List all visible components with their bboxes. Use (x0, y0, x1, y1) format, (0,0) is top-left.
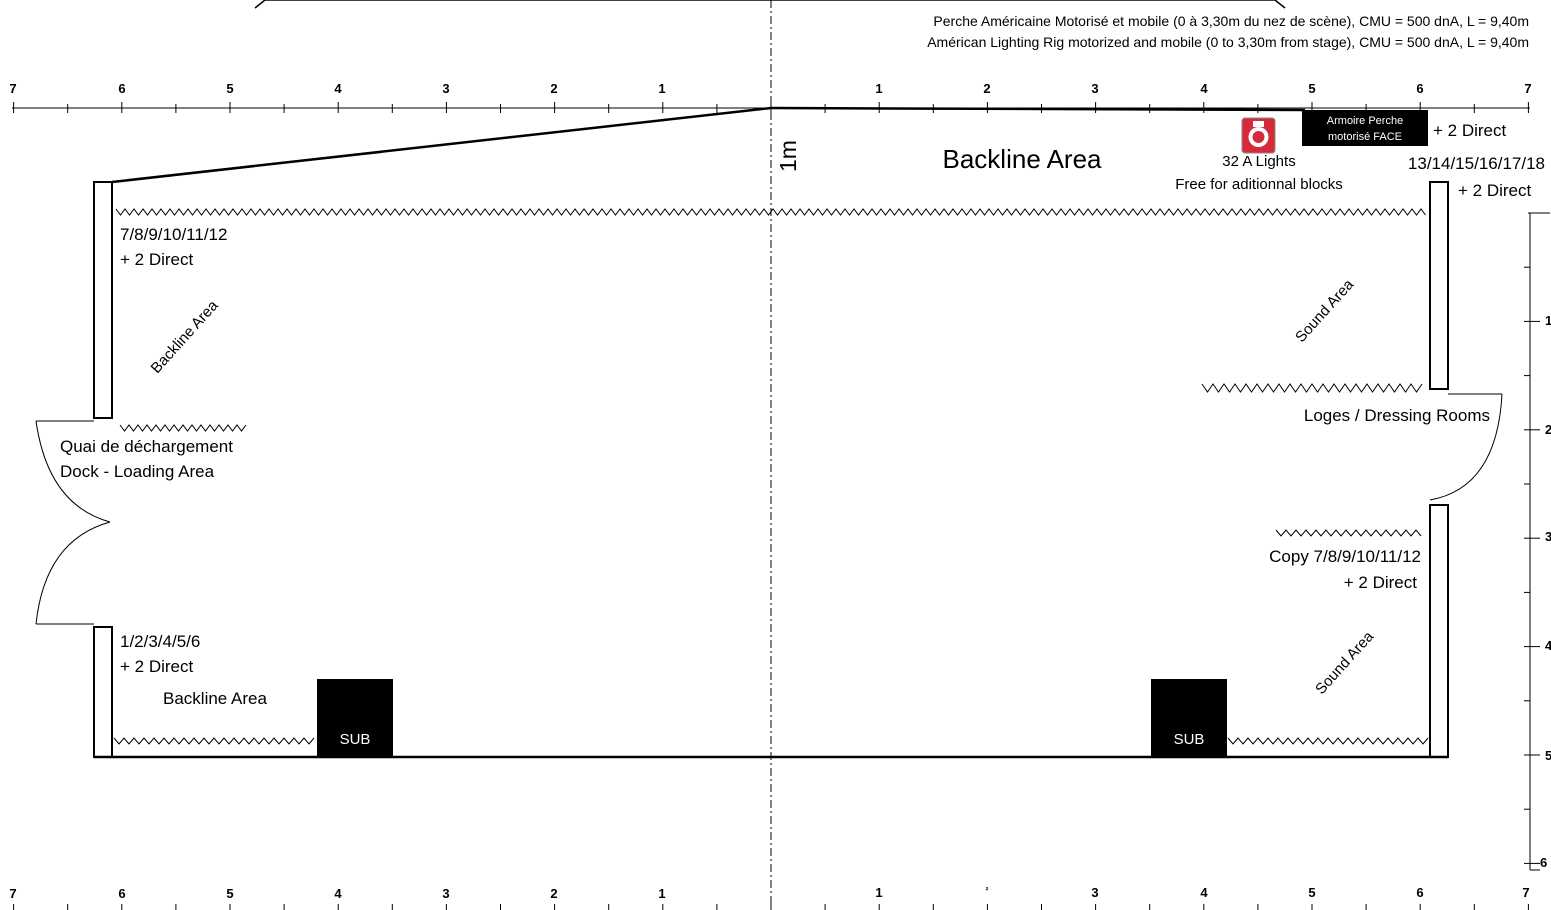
bottom-ruler-right-2: ² (986, 886, 989, 895)
stage-front-right (770, 106, 1306, 112)
top-ruler-left-6: 6 (118, 81, 125, 96)
top-bracket-line (254, 0, 1286, 9)
copy-circuits: Copy 7/8/9/10/11/12 (1269, 547, 1421, 566)
top-ruler-right-3: 3 (1091, 81, 1098, 96)
armoire-label-1: Armoire Perche (1327, 115, 1403, 127)
left-wall-lower (93, 626, 113, 758)
stage-front-left (111, 106, 772, 184)
left-wall-upper (93, 181, 113, 419)
free-blocks-label: Free for aditionnal blocks (1175, 176, 1343, 193)
bottom-ruler-right-7: 7 (1522, 885, 1529, 900)
curtain-bottom-right (1227, 737, 1429, 745)
top-ruler-left-4: 4 (334, 81, 342, 96)
curtain-right-upper (1201, 383, 1423, 393)
direct-7-12: + 2 Direct (120, 250, 193, 269)
circuits-7-12: 7/8/9/10/11/12 (120, 225, 227, 244)
direct-top-right: + 2 Direct (1433, 121, 1506, 140)
bottom-ruler-left-3: 3 (442, 886, 449, 901)
loges-label: Loges / Dressing Rooms (1304, 406, 1490, 425)
top-ruler-left-1: 1 (658, 81, 665, 96)
curtain-left-middle (119, 424, 247, 432)
one-meter-label: 1m (775, 140, 801, 172)
bottom-ruler-left-4: 4 (334, 886, 342, 901)
curtain-top (115, 208, 1426, 216)
circuits-13-18: 13/14/15/16/17/18 (1408, 154, 1545, 173)
curtain-right-middle (1275, 529, 1422, 537)
side-ruler-2: 2 (1545, 422, 1551, 437)
armoire-box (1302, 110, 1428, 146)
side-ruler-5: 5 (1545, 748, 1551, 763)
direct-right: + 2 Direct (1458, 181, 1531, 200)
top-ruler: 7 6 5 4 3 2 1 1 2 3 4 5 6 7 (9, 81, 1532, 113)
direct-1-6: + 2 Direct (120, 657, 193, 676)
bottom-ruler-right-5: 5 (1308, 885, 1315, 900)
loading-door (35, 420, 111, 625)
top-ruler-left-7: 7 (9, 81, 16, 96)
side-ruler-4: 4 (1545, 638, 1551, 653)
top-ruler-left-5: 5 (226, 81, 233, 96)
armoire-label-2: motorisé FACE (1328, 131, 1402, 143)
bottom-ruler-left-7: 7 (9, 886, 16, 901)
top-ruler-left-2: 2 (550, 81, 557, 96)
sub-left-box (317, 679, 393, 757)
bottom-ruler-right-6: 6 (1416, 885, 1423, 900)
right-wall-lower (1429, 504, 1449, 758)
top-ruler-right-5: 5 (1308, 81, 1315, 96)
curtain-bottom-left (113, 737, 315, 745)
top-ruler-right-1: 1 (875, 81, 882, 96)
bottom-ruler-left-5: 5 (226, 886, 233, 901)
dressing-door (1429, 393, 1503, 501)
bottom-ruler-right-3: 3 (1091, 885, 1098, 900)
lights-32a-icon (1241, 117, 1276, 154)
sub-left-label: SUB (340, 731, 371, 748)
sub-right-box (1151, 679, 1227, 757)
top-ruler-right-4: 4 (1200, 81, 1208, 96)
bottom-ruler: 7 6 5 4 3 2 1 1 ² 3 4 5 6 7 (9, 885, 1530, 910)
side-ruler: 1 2 3 4 5 6 (1524, 212, 1551, 871)
top-ruler-right-6: 6 (1416, 81, 1423, 96)
side-ruler-6: 6 (1540, 855, 1547, 870)
sound-area-lower: Sound Area (1312, 628, 1378, 698)
sound-area-upper: Sound Area (1292, 276, 1358, 346)
bottom-ruler-left-6: 6 (118, 886, 125, 901)
circuits-1-6: 1/2/3/4/5/6 (120, 632, 200, 651)
bottom-ruler-right-1: 1 (875, 885, 882, 900)
top-ruler-right-7: 7 (1524, 81, 1531, 96)
quai-label: Quai de déchargement (60, 437, 233, 456)
rig-description-en: Américan Lighting Rig motorized and mobi… (927, 34, 1529, 50)
side-ruler-3: 3 (1545, 529, 1551, 544)
top-ruler-left-3: 3 (442, 81, 449, 96)
rig-description-fr: Perche Américaine Motorisé et mobile (0 … (933, 13, 1529, 29)
sub-right-label: SUB (1174, 731, 1205, 748)
bottom-ruler-left-1: 1 (658, 886, 665, 901)
backline-left-diag: Backline Area (148, 297, 222, 377)
side-ruler-1: 1 (1545, 313, 1551, 328)
top-ruler-right-2: 2 (983, 81, 990, 96)
backline-area-top: Backline Area (943, 144, 1103, 174)
lights-32a-label: 32 A Lights (1222, 153, 1295, 170)
bottom-ruler-right-4: 4 (1200, 885, 1208, 900)
right-wall-upper (1429, 181, 1449, 390)
copy-direct: + 2 Direct (1344, 573, 1417, 592)
backline-bottom: Backline Area (163, 689, 267, 708)
bottom-ruler-left-2: 2 (550, 886, 557, 901)
dock-label: Dock - Loading Area (60, 462, 215, 481)
